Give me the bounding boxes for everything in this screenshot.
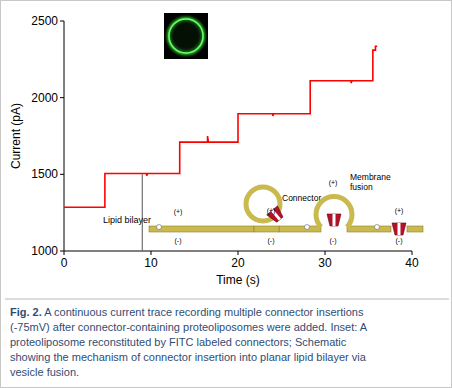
- connector-label: Connector: [282, 193, 321, 203]
- x-tick-label: 40: [405, 256, 419, 270]
- fusion-label: Membranefusion: [350, 172, 391, 192]
- caption-text: A continuous current trace recording mul…: [10, 306, 366, 378]
- proteoliposome: [169, 19, 203, 53]
- y-axis: [64, 21, 65, 251]
- x-tick-label: 30: [318, 256, 332, 270]
- bilayer: [279, 226, 321, 232]
- x-tick: [238, 251, 239, 255]
- polarity-bottom: (-): [175, 237, 182, 245]
- y-tick: [60, 21, 64, 22]
- connector: [392, 223, 406, 235]
- bilayer: [149, 226, 254, 232]
- connector-channel: [398, 223, 401, 235]
- plot-area: [64, 46, 377, 251]
- y-tick-label: 2000: [31, 91, 58, 105]
- caption-label: Fig. 2.: [10, 306, 42, 318]
- connector-channel: [333, 214, 336, 226]
- x-tick: [325, 251, 326, 255]
- y-tick: [60, 97, 64, 98]
- polarity-top: (+): [174, 208, 183, 216]
- connector-body: [327, 214, 341, 226]
- y-axis-label: Current (pA): [9, 103, 23, 169]
- separator: [5, 299, 449, 300]
- polarity-top: (+): [395, 207, 404, 215]
- x-axis-label: Time (s): [216, 273, 260, 287]
- ion: [375, 225, 380, 230]
- bilayer-label: Lipid bilayer: [103, 215, 151, 225]
- x-tick: [412, 251, 413, 255]
- y-tick-label: 1500: [31, 167, 58, 181]
- polarity-bottom: (-): [330, 237, 337, 245]
- polarity-top: (+): [329, 179, 338, 187]
- bilayer: [407, 226, 423, 232]
- ion: [157, 225, 162, 230]
- figure: 1000 1500 2000 2500 0 10 20 30 40 Time (s) Current…: [0, 0, 452, 388]
- caption: Fig. 2. A continuous current trace recor…: [10, 305, 382, 380]
- x-tick-label: 10: [144, 256, 158, 270]
- connector-body: [392, 223, 406, 235]
- ion: [305, 225, 310, 230]
- y-tick-label: 2500: [31, 14, 58, 28]
- y-tick: [60, 251, 64, 252]
- x-tick-label: 0: [61, 256, 68, 270]
- proteoliposome-glow: [169, 19, 203, 53]
- fusion-label-line: fusion: [350, 182, 373, 192]
- fusing-vesicle: [316, 197, 352, 227]
- chart: 1000 1500 2000 2500 0 10 20 30 40 Time (s) Current…: [1, 1, 452, 301]
- connector: [327, 214, 341, 226]
- polarity-bottom: (-): [268, 237, 275, 245]
- y-tick: [60, 174, 64, 175]
- x-tick: [64, 251, 65, 255]
- current-trace: [64, 46, 377, 207]
- x-tick-label: 20: [231, 256, 245, 270]
- y-tick-label: 1000: [31, 244, 58, 258]
- event-marker: [142, 174, 143, 251]
- fluorescence-image: [164, 13, 208, 59]
- x-tick: [151, 251, 152, 255]
- bilayer: [347, 226, 391, 232]
- fusion-label-line: Membrane: [350, 172, 391, 182]
- polarity-top: (+): [267, 207, 276, 215]
- bilayer: [254, 226, 279, 232]
- connector: [267, 206, 285, 224]
- polarity-bottom: (-): [396, 237, 403, 245]
- connector-body: [267, 206, 285, 224]
